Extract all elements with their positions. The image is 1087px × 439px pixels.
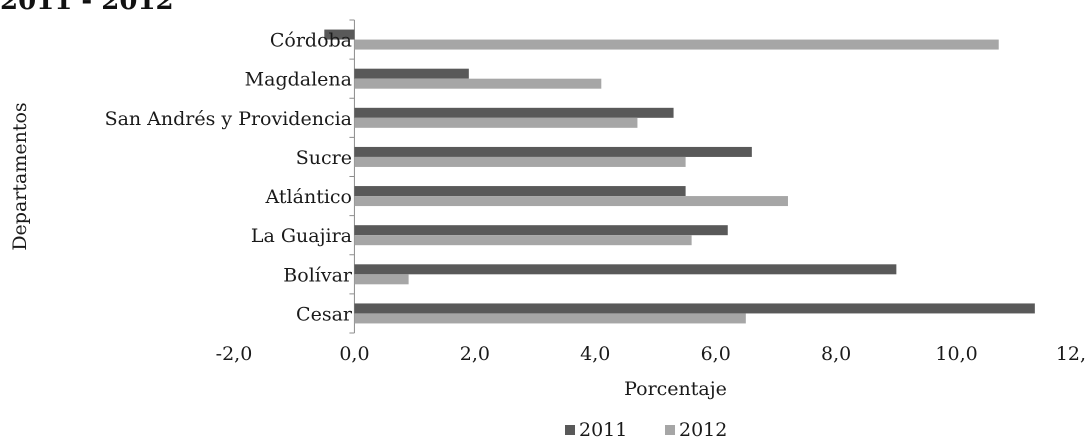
bar-sucre-2012 bbox=[354, 157, 685, 167]
bar-bolivar-2011 bbox=[354, 264, 896, 274]
bar-san-andres-y-providencia-2012 bbox=[354, 118, 637, 128]
x-tick-label: 10,0 bbox=[935, 343, 977, 365]
legend-swatch-2011 bbox=[565, 425, 575, 435]
legend-label-2012: 2012 bbox=[679, 419, 727, 439]
bar-magdalena-2011 bbox=[354, 69, 468, 79]
x-tick-label: 8,0 bbox=[821, 343, 851, 365]
bar-atlantico-2012 bbox=[354, 196, 788, 206]
x-tick-label: 0,0 bbox=[339, 343, 369, 365]
bar-san-andres-y-providencia-2011 bbox=[354, 108, 673, 118]
category-label-bolivar: Bolívar bbox=[283, 264, 353, 286]
bar-cordoba-2012 bbox=[354, 40, 998, 50]
bar-atlantico-2011 bbox=[354, 186, 685, 196]
category-label-san-andres-y-providencia: San Andrés y Providencia bbox=[105, 108, 352, 130]
chart-bars bbox=[324, 30, 1035, 324]
bar-la-guajira-2011 bbox=[354, 225, 727, 235]
x-tick-label: 2,0 bbox=[460, 343, 490, 365]
bar-sucre-2011 bbox=[354, 147, 751, 157]
legend-label-2011: 2011 bbox=[579, 419, 627, 439]
x-axis-title: Porcentaje bbox=[624, 378, 727, 400]
category-label-cordoba: Córdoba bbox=[270, 30, 352, 52]
x-tick-label: 4,0 bbox=[580, 343, 610, 365]
bar-bolivar-2012 bbox=[354, 274, 408, 284]
bar-cesar-2012 bbox=[354, 313, 745, 323]
bar-cesar-2011 bbox=[354, 303, 1034, 313]
category-label-sucre: Sucre bbox=[296, 147, 352, 169]
chart-legend: 2011 2012 bbox=[565, 419, 727, 439]
bar-la-guajira-2012 bbox=[354, 235, 691, 245]
category-label-cesar: Cesar bbox=[296, 303, 353, 325]
legend-swatch-2012 bbox=[665, 425, 675, 435]
category-label-la-guajira: La Guajira bbox=[251, 225, 352, 247]
category-label-magdalena: Magdalena bbox=[245, 69, 352, 91]
x-tick-label: 12,0 bbox=[1056, 343, 1087, 365]
category-label-atlantico: Atlántico bbox=[265, 186, 352, 208]
bar-magdalena-2012 bbox=[354, 79, 601, 89]
x-tick-label: -2,0 bbox=[216, 343, 253, 365]
x-tick-label: 6,0 bbox=[701, 343, 731, 365]
y-axis-title: Departamentos bbox=[9, 102, 31, 250]
